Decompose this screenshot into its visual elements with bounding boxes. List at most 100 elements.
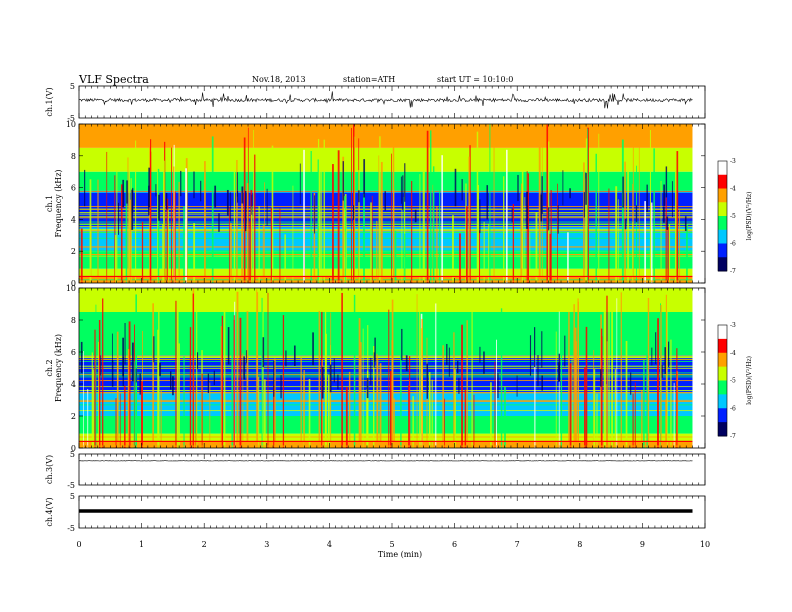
quiet-gap	[244, 190, 247, 232]
sferic-streak	[668, 224, 671, 283]
colorbar-swatch	[718, 338, 727, 354]
sferic-streak	[173, 166, 175, 283]
quiet-gap	[333, 358, 335, 383]
sferic-streak	[625, 340, 628, 448]
sferic-streak	[343, 208, 345, 283]
narrowband-line	[79, 279, 693, 281]
sferic-streak	[178, 343, 180, 448]
quiet-gap	[479, 199, 481, 234]
sferic-streak	[504, 387, 506, 448]
quiet-gap	[662, 206, 665, 223]
sferic-streak	[209, 382, 211, 448]
y-tick-label: 10	[66, 120, 76, 129]
narrowband-line	[79, 442, 693, 444]
quiet-gap	[180, 170, 182, 197]
sferic-streak	[106, 151, 108, 283]
colorbar-swatch	[718, 366, 727, 381]
sferic-streak	[308, 378, 311, 448]
sferic-streak	[585, 326, 588, 448]
colorbar-swatch	[718, 243, 727, 258]
sferic-streak	[468, 156, 470, 283]
narrowband-line	[79, 360, 693, 362]
quiet-gap	[366, 377, 369, 399]
sferic-streak	[371, 195, 373, 283]
sferic-streak	[632, 393, 634, 448]
sferic-streak	[256, 289, 258, 448]
sferic-streak	[524, 197, 526, 283]
quiet-gap	[299, 163, 301, 205]
sferic-streak	[160, 390, 162, 448]
sferic-streak	[163, 160, 165, 283]
quiet-gap	[564, 335, 566, 367]
sferic-streak	[127, 349, 130, 448]
y-tick-label: 6	[71, 184, 76, 193]
narrowband-line	[79, 255, 693, 257]
panel-frame	[78, 495, 706, 529]
quiet-gap	[646, 184, 648, 212]
sferic-streak	[341, 292, 343, 448]
sferic-streak	[362, 328, 364, 448]
sferic-streak	[650, 202, 653, 283]
sferic-streak	[94, 329, 97, 448]
sferic-streak	[464, 389, 467, 448]
sferic-streak	[538, 140, 541, 283]
psd-band	[79, 392, 693, 416]
sferic-streak	[520, 193, 522, 283]
quiet-gap	[139, 373, 141, 395]
sferic-streak	[496, 339, 497, 448]
sferic-streak	[258, 206, 260, 283]
sferic-streak	[150, 139, 152, 283]
quiet-gap	[214, 185, 217, 208]
quiet-gap	[585, 172, 587, 205]
psd-band	[79, 312, 693, 336]
sferic-streak	[246, 183, 249, 283]
sferic-streak	[192, 293, 194, 448]
sferic-streak	[466, 320, 468, 448]
y-tick-label: 0	[71, 444, 76, 453]
narrowband-line	[79, 216, 693, 218]
sferic-streak	[493, 147, 495, 283]
narrowband-line	[79, 250, 693, 252]
sferic-streak	[644, 201, 647, 283]
sferic-streak	[394, 230, 397, 283]
colorbar-swatch	[718, 188, 727, 203]
quiet-gap	[446, 343, 448, 365]
quiet-gap	[293, 345, 296, 366]
sferic-streak	[204, 161, 206, 283]
quiet-gap	[122, 179, 125, 208]
sferic-streak	[676, 151, 679, 283]
quiet-gap	[665, 166, 668, 198]
quiet-gap	[558, 353, 560, 382]
x-tick-label: 6	[452, 540, 457, 549]
quiet-gap	[165, 192, 168, 210]
sferic-streak	[391, 153, 392, 283]
sferic-streak	[97, 341, 99, 448]
sferic-streak	[461, 324, 463, 448]
y-tick-label: 2	[71, 412, 76, 421]
sferic-streak	[571, 358, 573, 448]
quiet-gap	[352, 205, 355, 221]
sferic-streak	[477, 184, 479, 283]
psd-band	[79, 268, 693, 277]
quiet-gap	[624, 218, 627, 230]
panel-4: 5 -5 ch.3(V)	[45, 450, 706, 490]
sferic-streak	[488, 223, 490, 283]
sferic-streak	[262, 304, 264, 448]
quiet-gap	[529, 335, 532, 376]
quiet-gap	[251, 194, 253, 215]
x-tick-label: 0	[76, 540, 81, 549]
sferic-streak	[185, 168, 187, 283]
sferic-streak	[264, 379, 266, 448]
sferic-streak	[604, 300, 606, 448]
sferic-streak	[114, 234, 117, 283]
sferic-streak	[345, 386, 348, 448]
sferic-streak	[596, 393, 598, 448]
sferic-streak	[119, 393, 121, 448]
quiet-gap	[635, 205, 638, 223]
psd-band	[79, 171, 693, 191]
sferic-streak	[358, 318, 361, 448]
narrowband-line	[79, 256, 693, 258]
sferic-streak	[246, 311, 249, 448]
quiet-gap	[511, 208, 513, 223]
quiet-gap	[155, 184, 157, 197]
